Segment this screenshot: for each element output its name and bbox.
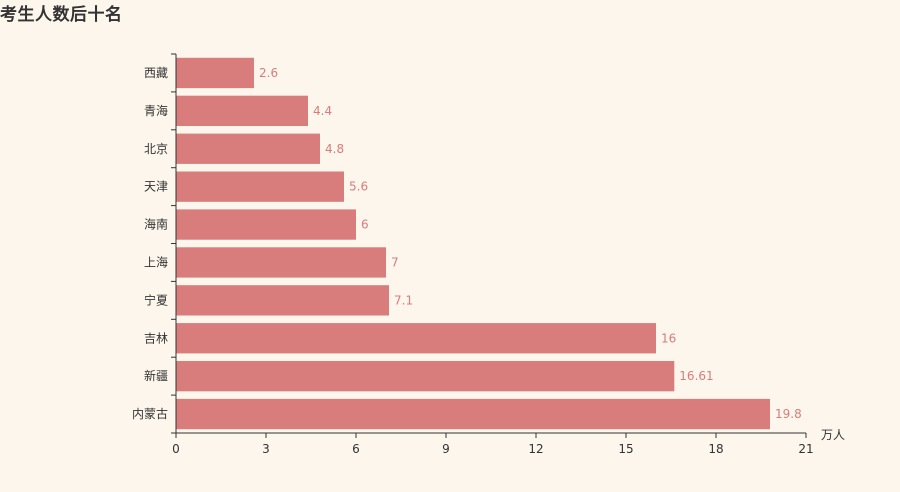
x-tick-label-3: 9 xyxy=(442,442,450,456)
category-label-3: 天津 xyxy=(144,180,168,194)
category-label-7: 吉林 xyxy=(144,331,168,345)
x-tick-label-2: 6 xyxy=(352,442,360,456)
data-label-2: 4.8 xyxy=(325,142,344,156)
chart-title: 考生人数后十名 xyxy=(0,5,123,25)
bar-8 xyxy=(176,360,675,392)
x-tick-label-5: 15 xyxy=(618,442,633,456)
bar-7 xyxy=(176,323,656,354)
bar-5 xyxy=(176,247,386,278)
data-label-5: 7 xyxy=(391,255,399,269)
data-label-8: 16.61 xyxy=(679,369,713,383)
x-tick-label-0: 0 xyxy=(172,442,180,456)
bar-2 xyxy=(176,133,320,164)
category-label-6: 宁夏 xyxy=(144,292,168,307)
bar-9 xyxy=(176,398,770,430)
x-tick-label-1: 3 xyxy=(262,442,270,456)
data-label-9: 19.8 xyxy=(775,407,802,421)
x-tick-label-7: 21 xyxy=(798,442,813,456)
bar-3 xyxy=(176,171,344,202)
x-tick-label-4: 12 xyxy=(528,442,543,456)
bar-0 xyxy=(176,57,254,89)
data-label-1: 4.4 xyxy=(313,104,332,118)
data-label-6: 7.1 xyxy=(394,293,413,307)
category-label-1: 青海 xyxy=(144,103,168,118)
category-label-9: 内蒙古 xyxy=(132,406,168,421)
bar-4 xyxy=(176,209,356,240)
data-label-3: 5.6 xyxy=(349,180,368,194)
category-label-8: 新疆 xyxy=(144,368,168,383)
category-label-5: 上海 xyxy=(144,254,168,269)
data-label-7: 16 xyxy=(661,331,676,345)
x-axis-unit-label: 万人 xyxy=(821,428,845,442)
x-tick-label-6: 18 xyxy=(708,442,723,456)
data-label-4: 6 xyxy=(361,218,369,232)
bar-6 xyxy=(176,285,389,316)
category-label-2: 北京 xyxy=(144,142,168,156)
data-label-0: 2.6 xyxy=(259,66,278,80)
bar-1 xyxy=(176,95,308,127)
category-label-0: 西藏 xyxy=(144,66,168,80)
category-label-4: 海南 xyxy=(144,217,168,232)
